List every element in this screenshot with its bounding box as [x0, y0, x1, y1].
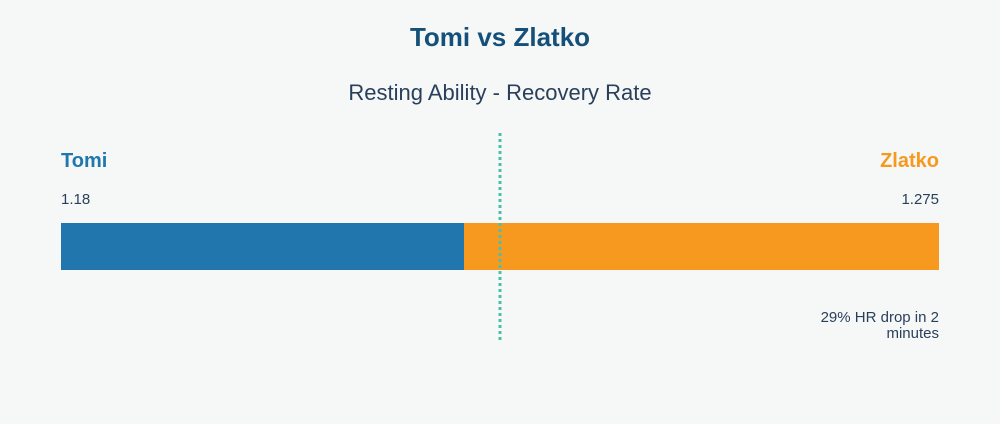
- bar-tomi: [61, 223, 465, 270]
- bar-zlatko: [464, 223, 939, 270]
- value-label-zlatko: 1.275: [901, 191, 939, 208]
- chart-subtitle: Resting Ability - Recovery Rate: [348, 80, 652, 105]
- value-label-tomi: 1.18: [61, 191, 91, 208]
- annotation-note: 29% HR drop in 2 minutes: [820, 309, 939, 342]
- series-label-zlatko: Zlatko: [880, 150, 939, 172]
- chart-title: Tomi vs Zlatko: [409, 22, 591, 52]
- series-label-tomi: Tomi: [61, 150, 108, 172]
